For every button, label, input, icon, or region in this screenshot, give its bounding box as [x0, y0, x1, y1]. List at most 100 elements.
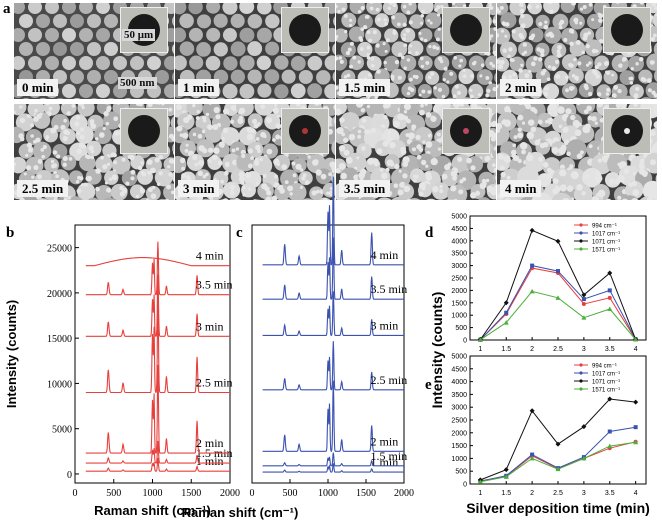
sphere: [584, 68, 603, 87]
silver-particle: [343, 14, 348, 18]
sem-time-label: 3 min: [178, 180, 220, 197]
data-point: [503, 300, 509, 306]
silver-particle: [220, 179, 225, 184]
silver-particle: [295, 163, 302, 170]
silver-particle: [519, 141, 528, 150]
sphere: [316, 70, 331, 85]
silver-particle: [522, 42, 527, 47]
silver-particle: [617, 195, 622, 200]
series-label: 3 min: [371, 318, 399, 332]
x-tick-label: 2.5: [553, 346, 563, 353]
sphere: [257, 83, 272, 98]
sphere: [407, 40, 424, 57]
silver-particle: [450, 170, 458, 177]
x-tick-label: 2.5: [553, 490, 563, 497]
y-tick-label: 1500: [451, 300, 467, 307]
silver-particle: [357, 10, 362, 14]
silver-particle: [241, 153, 246, 159]
series-label: 2 min: [196, 436, 224, 450]
silver-particle: [576, 153, 583, 160]
silver-particle: [639, 3, 645, 5]
silver-particle: [621, 198, 628, 200]
x-tick-label: 3.5: [605, 490, 615, 497]
silver-particle: [543, 91, 549, 97]
sphere: [14, 104, 27, 116]
x-tick-label: 2000: [220, 488, 240, 499]
silver-particle: [605, 198, 612, 200]
silver-particle: [272, 138, 276, 142]
silver-particle: [406, 58, 411, 62]
silver-particle: [585, 44, 590, 49]
silver-particle: [63, 118, 67, 123]
silver-particle: [307, 155, 311, 159]
silver-particle: [130, 169, 136, 175]
y-tick-label: 500: [455, 469, 467, 476]
silver-particle: [161, 104, 165, 106]
data-point: [607, 306, 613, 311]
silver-particle: [176, 104, 182, 110]
silver-particle: [546, 77, 551, 82]
silver-particle: [635, 62, 639, 66]
silver-particle: [80, 127, 85, 132]
silver-particle: [594, 174, 603, 183]
silver-particle: [394, 59, 400, 65]
silver-particle: [223, 170, 229, 176]
x-tick-label: 4: [634, 346, 638, 353]
data-point: [607, 429, 612, 434]
sphere: [158, 98, 166, 99]
sem-tile: 1.5 min: [336, 3, 496, 99]
silver-particle: [405, 104, 410, 107]
spectrum-line: [85, 457, 230, 472]
silver-particle: [213, 106, 220, 114]
data-point: [556, 269, 560, 274]
silver-particle: [221, 144, 225, 148]
silver-particle: [427, 19, 431, 23]
sem-micrograph: [497, 104, 657, 200]
x-tick-label: 0: [250, 488, 255, 499]
legend-label: 1571 cm⁻¹: [592, 388, 620, 394]
silver-particle: [430, 71, 435, 76]
silver-particle: [88, 145, 94, 151]
sphere: [96, 3, 110, 14]
silver-particle: [391, 77, 395, 81]
silver-particle: [61, 104, 65, 105]
sphere: [586, 13, 603, 30]
x-tick-label: 3: [582, 490, 586, 497]
silver-particle: [556, 52, 562, 59]
silver-particle: [121, 157, 126, 162]
silver-particle: [113, 116, 119, 122]
sphere: [155, 70, 169, 84]
silver-particle: [441, 173, 448, 180]
silver-particle: [409, 44, 413, 48]
sphere: [90, 98, 98, 99]
silver-particle: [408, 20, 413, 25]
x-tick-label: 500: [283, 488, 298, 499]
x-tick-label: 3: [582, 346, 586, 353]
silver-particle: [370, 127, 376, 134]
sphere: [141, 98, 149, 99]
silver-particle: [543, 24, 549, 30]
silver-particle: [596, 92, 602, 97]
sphere: [274, 84, 289, 99]
sem-tile: 3 min: [175, 104, 335, 200]
silver-particle: [108, 177, 113, 181]
silver-particle: [341, 7, 346, 12]
y-tick-label: 5000: [451, 214, 467, 221]
silver-particle: [299, 168, 304, 172]
silver-particle: [40, 199, 44, 200]
optical-inset: [281, 7, 329, 53]
series-label: 4 min: [371, 248, 399, 262]
silver-particle: [349, 18, 353, 22]
data-point: [633, 399, 639, 405]
silver-particle: [213, 126, 217, 130]
legend-label: 1071 cm⁻¹: [592, 240, 620, 246]
silver-particle: [406, 198, 412, 200]
silver-particle: [571, 73, 576, 78]
sphere: [383, 55, 400, 72]
silver-particle: [629, 81, 634, 85]
silver-particle: [646, 195, 654, 200]
silver-particle: [79, 134, 85, 140]
silver-particle: [646, 78, 652, 84]
data-point: [581, 455, 587, 461]
silver-particle: [551, 66, 557, 72]
